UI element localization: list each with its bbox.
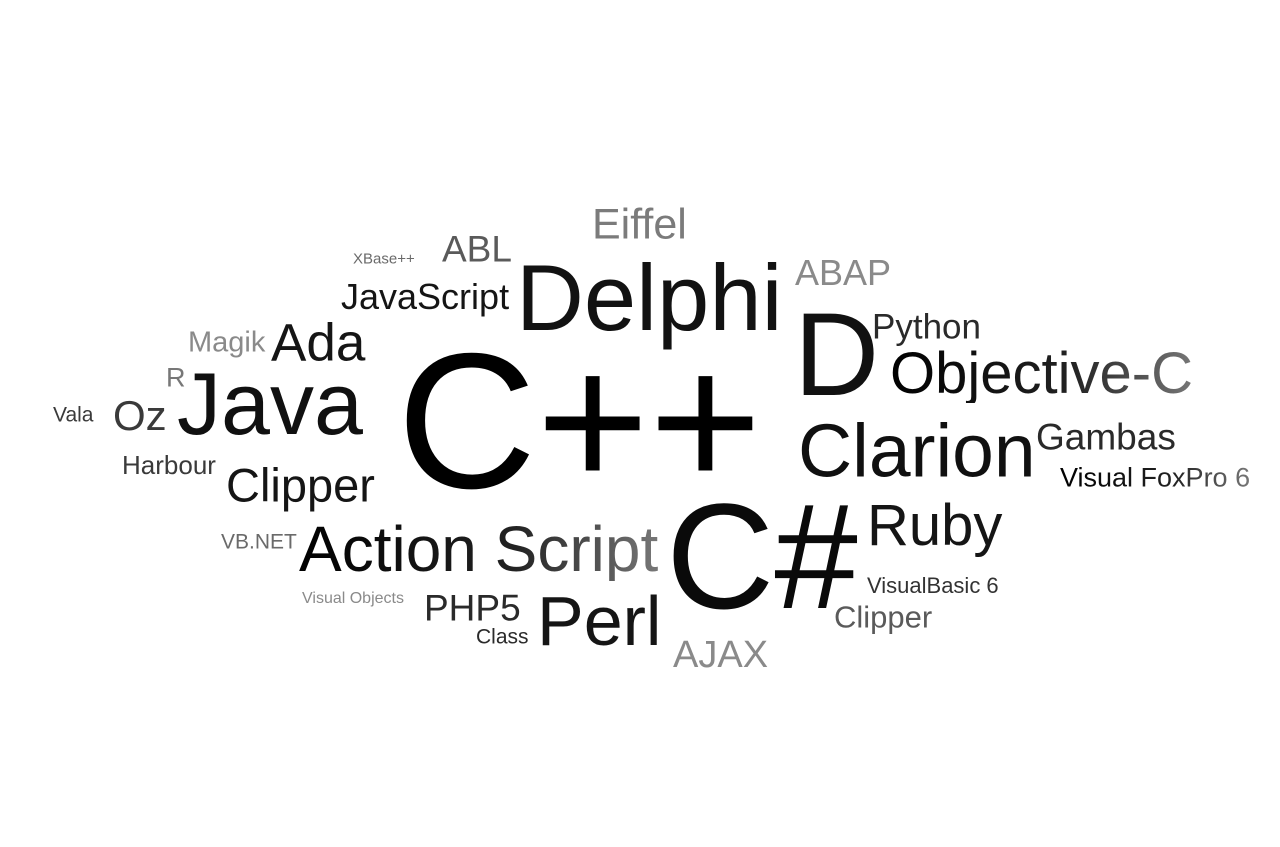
word-magik: Magik (188, 326, 266, 359)
word-r: R (166, 362, 186, 393)
word-visual-objects: Visual Objects (302, 590, 404, 607)
word-class: Class (476, 625, 529, 649)
word-ajax: AJAX (673, 634, 769, 676)
word-objective-c: Objective-C (890, 341, 1193, 406)
word-perl: Perl (537, 582, 662, 660)
word-java: Java (177, 354, 363, 453)
word-visualbasic: VisualBasic 6 (867, 573, 999, 598)
word-gambas: Gambas (1036, 416, 1176, 458)
word-action-script: Action Script (299, 513, 659, 585)
word-xbase: XBase++ (353, 250, 415, 268)
word-python: Python (872, 307, 981, 347)
word-eiffel: Eiffel (592, 200, 687, 249)
word-vbnet: VB.NET (221, 530, 297, 554)
word-csharp: C# (666, 472, 858, 640)
word-visual-foxpro: Visual FoxPro 6 (1060, 462, 1251, 493)
word-javascript: JavaScript (341, 276, 510, 317)
word-vala: Vala (53, 403, 94, 427)
word-abap: ABAP (795, 252, 892, 293)
word-oz: Oz (113, 392, 167, 439)
word-ada: Ada (271, 313, 366, 373)
word-clarion: Clarion (798, 408, 1036, 493)
word-d: D (794, 289, 880, 421)
word-abl: ABL (442, 228, 512, 270)
word-harbour: Harbour (122, 450, 216, 480)
word-delphi: Delphi (516, 245, 783, 350)
word-ruby: Ruby (867, 493, 1003, 558)
word-php5: PHP5 (424, 587, 521, 629)
word-cpp: C++ (397, 312, 762, 529)
word-clipper-left: Clipper (226, 458, 375, 512)
word-clipper-right: Clipper (834, 599, 933, 635)
